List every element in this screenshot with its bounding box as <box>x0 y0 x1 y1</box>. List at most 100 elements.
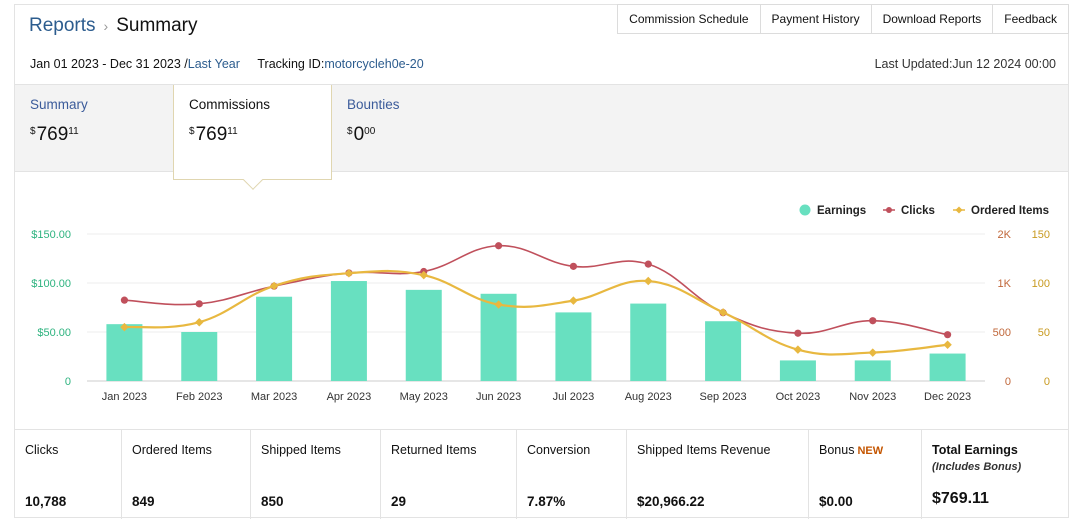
earnings-bar <box>630 303 667 381</box>
page-title: Summary <box>116 15 198 36</box>
stat-total-earnings-value: $769.11 <box>932 490 989 507</box>
stat-total-earnings-sub: (Includes Bonus) <box>932 461 1022 473</box>
stat-bonus-label-text: Bonus <box>819 443 855 457</box>
earnings-chart: $150.00$100.00$50.0002K1K5000150100500Ja… <box>31 204 1050 403</box>
ordered-items-point <box>943 340 952 349</box>
clicks-point <box>943 331 952 339</box>
y-left-tick-label: $100.00 <box>31 278 71 290</box>
y-right1-tick-label: 1K <box>998 278 1012 290</box>
stat-total-earnings-label: Total Earnings <box>932 443 1018 457</box>
y-left-tick-label: $150.00 <box>31 229 71 241</box>
clicks-point <box>644 260 652 268</box>
y-right1-tick-label: 0 <box>1005 376 1011 388</box>
tab-summary[interactable]: Summary $769 11 <box>15 85 173 173</box>
breadcrumb-separator-icon: › <box>103 18 109 34</box>
y-right2-tick-label: 100 <box>1032 278 1050 290</box>
stat-bonus-label: Bonus NEW <box>819 443 911 457</box>
ordered-items-point <box>120 322 129 332</box>
stat-shipped-revenue-value: $20,966.22 <box>637 494 705 509</box>
date-range-link[interactable]: Last Year <box>187 57 240 71</box>
x-tick-label: Jan 2023 <box>102 391 147 403</box>
x-tick-label: Sep 2023 <box>700 391 747 403</box>
legend-ordered-items-icon <box>955 206 963 214</box>
tabs-bar: Summary $769 11 Commissions $769 11 Bounti… <box>15 84 1068 190</box>
legend-clicks-label: Clicks <box>901 205 935 217</box>
stat-shipped-items: Shipped Items 850 <box>251 430 381 519</box>
feedback-link[interactable]: Feedback <box>992 4 1069 34</box>
tab-commissions[interactable]: Commissions $769 11 <box>173 85 332 190</box>
stat-clicks-label: Clicks <box>25 443 59 457</box>
stat-conversion: Conversion 7.87% <box>517 430 627 519</box>
x-tick-label: Mar 2023 <box>251 391 297 403</box>
ordered-items-point <box>868 348 877 357</box>
y-right2-tick-label: 0 <box>1044 376 1050 388</box>
x-tick-label: Aug 2023 <box>625 391 672 403</box>
ordered-items-point <box>793 345 803 354</box>
ordered-items-point <box>494 300 503 309</box>
y-right1-tick-label: 2K <box>998 229 1012 241</box>
y-right2-tick-label: 50 <box>1038 327 1050 339</box>
x-tick-label: Feb 2023 <box>176 391 222 403</box>
ordered-items-point <box>569 296 578 305</box>
earnings-bar <box>256 296 293 381</box>
tab-summary-label: Summary <box>30 97 88 112</box>
ordered-items-line <box>124 269 948 356</box>
stat-shipped-revenue-label: Shipped Items Revenue <box>637 443 771 457</box>
legend-earnings-label: Earnings <box>817 205 866 217</box>
report-panel: Reports › Summary Commission Schedule Pa… <box>14 4 1069 519</box>
y-right2-tick-label: 150 <box>1032 229 1050 241</box>
stat-conversion-label: Conversion <box>527 443 591 457</box>
last-updated: Last Updated:Jun 12 2024 00:00 <box>874 57 1056 71</box>
earnings-bar <box>705 321 742 381</box>
clicks-line <box>124 244 948 336</box>
ordered-items-point <box>718 308 728 317</box>
ordered-items-point <box>195 317 204 327</box>
earnings-bar <box>405 289 442 381</box>
earnings-bar <box>181 332 218 381</box>
date-range: Jan 01 2023 - Dec 31 2023 /Last Year Tra… <box>30 57 424 71</box>
tracking-id-value[interactable]: motorcycleh0e-20 <box>324 57 424 71</box>
tab-bounties[interactable]: Bounties $0 00 <box>332 85 492 173</box>
clicks-point <box>195 300 203 308</box>
tracking-id: Tracking ID:motorcycleh0e-20 <box>257 57 423 71</box>
x-tick-label: Jun 2023 <box>476 391 521 403</box>
amount-cents: 00 <box>364 126 376 137</box>
amount-cents: 11 <box>227 126 238 137</box>
tracking-id-label: Tracking ID: <box>257 57 325 71</box>
date-range-text: Jan 01 2023 - Dec 31 2023 / <box>30 57 188 71</box>
x-tick-label: Dec 2023 <box>924 391 971 403</box>
x-tick-label: Nov 2023 <box>849 391 896 403</box>
payment-history-link[interactable]: Payment History <box>759 4 871 34</box>
earnings-bar <box>106 324 143 381</box>
stat-total-earnings: Total Earnings (Includes Bonus) $769.11 <box>922 430 1068 519</box>
y-right1-tick-label: 500 <box>993 327 1011 339</box>
y-left-tick-label: $50.00 <box>37 327 71 339</box>
earnings-bar <box>779 360 816 381</box>
top-links: Commission Schedule Payment History Down… <box>617 4 1069 34</box>
commission-schedule-link[interactable]: Commission Schedule <box>617 4 760 34</box>
page-header: Reports › Summary <box>29 15 198 37</box>
ordered-items-point <box>419 270 428 280</box>
ordered-items-point <box>269 281 279 291</box>
earnings-bar <box>330 281 367 381</box>
amount-dollars: 769 <box>36 124 69 145</box>
tab-bounties-label: Bounties <box>347 97 400 112</box>
currency-symbol: $ <box>189 126 195 137</box>
stat-clicks: Clicks 10,788 <box>15 430 122 519</box>
clicks-point <box>494 242 503 250</box>
stat-returned-items-value: 29 <box>391 494 407 509</box>
stats-row: Clicks 10,788 Ordered Items 849 Shipped … <box>15 429 1068 519</box>
earnings-bar <box>929 353 966 381</box>
legend-earnings-icon <box>799 204 811 216</box>
stat-clicks-value: 10,788 <box>25 494 67 509</box>
stat-ordered-items-label: Ordered Items <box>132 443 212 457</box>
download-reports-link[interactable]: Download Reports <box>870 4 993 34</box>
currency-symbol: $ <box>347 126 353 137</box>
tab-commissions-amount: $769 11 <box>189 124 316 146</box>
stat-bonus: Bonus NEW $0.00 <box>809 430 922 519</box>
clicks-point <box>569 262 578 270</box>
stat-shipped-items-label: Shipped Items <box>261 443 341 457</box>
breadcrumb-reports[interactable]: Reports <box>29 15 96 36</box>
x-tick-label: Oct 2023 <box>776 391 821 403</box>
clicks-point <box>869 317 877 325</box>
